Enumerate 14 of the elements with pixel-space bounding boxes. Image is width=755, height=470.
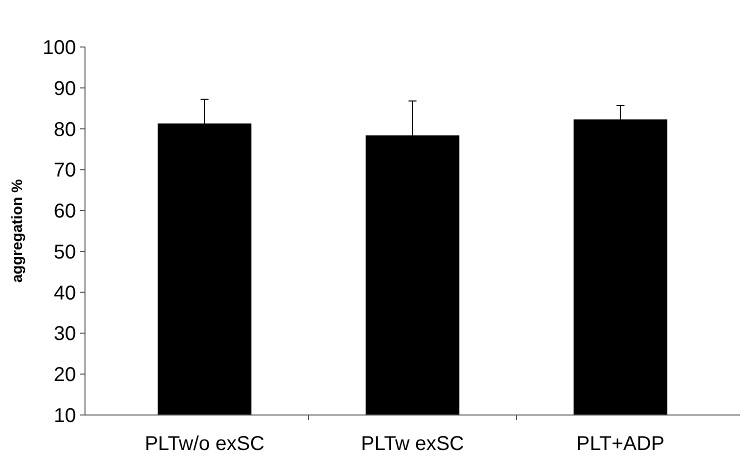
x-tick-label: PLTw/o exSC	[144, 433, 264, 455]
y-tick-label: 60	[54, 200, 76, 223]
y-tick-label: 80	[54, 118, 76, 141]
x-tick-label: PLTw exSC	[361, 433, 464, 455]
y-tick-label: 30	[54, 323, 76, 346]
y-tick-label: 100	[42, 37, 76, 59]
y-tick-label: 20	[54, 364, 76, 386]
y-tick-label: 50	[54, 241, 76, 264]
y-axis-title: aggregation %	[9, 179, 26, 283]
y-tick-label: 70	[54, 160, 76, 182]
y-tick-label: 40	[54, 282, 76, 304]
y-tick-label: 10	[54, 405, 76, 427]
y-tick-label: 90	[54, 78, 76, 100]
x-tick-label: PLT+ADP	[576, 433, 664, 455]
